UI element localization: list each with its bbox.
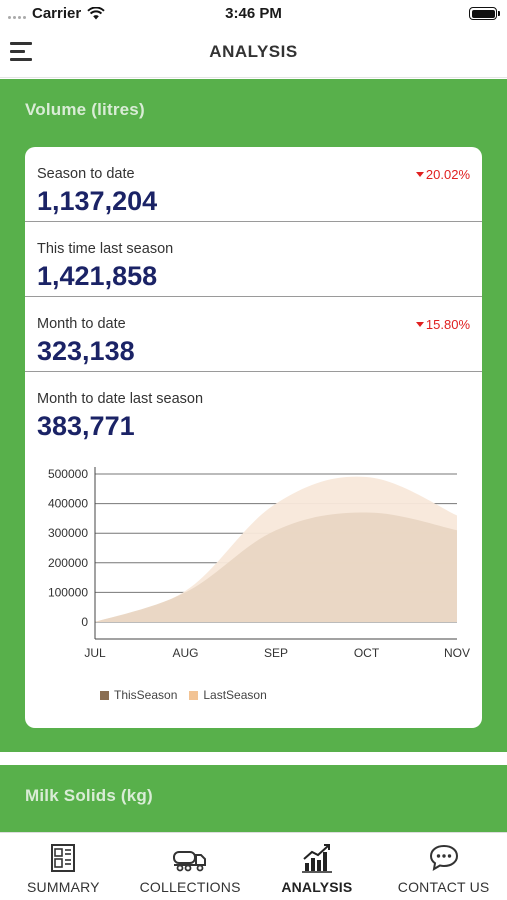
stat-change-value: 20.02% — [425, 167, 470, 182]
y-tick-label: 400000 — [48, 497, 88, 511]
stat-value: 323,138 — [37, 336, 135, 366]
x-tick-label: OCT — [354, 646, 380, 660]
volume-section: Volume (litres) Season to date 1,137,204… — [0, 79, 507, 752]
y-tick-label: 500000 — [48, 467, 88, 481]
chart-legend: ThisSeason LastSeason — [100, 688, 267, 702]
tab-contact-us[interactable]: CONTACT US — [380, 833, 507, 900]
stat-row-season-to-date: Season to date 1,137,204 20.02% — [25, 147, 482, 222]
x-tick-label: AUG — [172, 646, 198, 660]
legend-label: ThisSeason — [114, 688, 178, 702]
stat-label: Month to date — [37, 316, 126, 332]
volume-chart: 0 100000 200000 300000 400000 500000 JUL AUG SEP… — [25, 462, 482, 722]
bar-chart-icon — [301, 844, 332, 873]
legend-item-this-season: ThisSeason — [100, 688, 177, 702]
stat-row-this-time-last-season: This time last season 1,421,858 — [25, 222, 482, 297]
wifi-icon — [87, 7, 105, 20]
x-tick-label: SEP — [264, 646, 288, 660]
volume-section-title[interactable]: Volume (litres) — [25, 100, 145, 119]
tab-bar: SUMMARY COLLECTIONS ANALYSIS — [0, 832, 507, 900]
tab-label: SUMMARY — [27, 879, 100, 895]
stat-change-value: 15.80% — [425, 317, 470, 332]
battery-icon — [469, 7, 500, 20]
stat-change-badge: 20.02% — [415, 167, 470, 182]
carrier-name: Carrier — [32, 5, 82, 22]
stat-row-month-to-date: Month to date 323,138 15.80% — [25, 297, 482, 372]
stat-value: 1,421,858 — [37, 261, 158, 291]
page-title: ANALYSIS — [209, 42, 298, 61]
y-tick-label: 200000 — [48, 556, 88, 570]
status-bar: Carrier 3:46 PM — [0, 0, 507, 26]
x-tick-label: NOV — [444, 646, 470, 660]
down-arrow-icon — [415, 172, 424, 177]
volume-card: Season to date 1,137,204 20.02% This tim… — [25, 147, 482, 728]
legend-item-last-season: LastSeason — [189, 688, 267, 702]
milk-solids-section-title[interactable]: Milk Solids (kg) — [25, 786, 153, 805]
tab-label: CONTACT US — [397, 879, 490, 895]
summary-icon — [51, 844, 76, 872]
stat-row-month-to-date-last-season: Month to date last season 383,771 — [25, 372, 482, 447]
stat-change-badge: 15.80% — [415, 317, 470, 332]
stat-label: This time last season — [37, 241, 174, 257]
signal-icon — [8, 9, 26, 19]
down-arrow-icon — [415, 322, 424, 327]
tab-label: ANALYSIS — [281, 879, 353, 895]
milk-solids-section: Milk Solids (kg) — [0, 765, 507, 832]
legend-swatch-last-season — [189, 690, 199, 700]
status-left: Carrier — [8, 5, 105, 22]
tab-label: COLLECTIONS — [139, 879, 241, 895]
legend-label: LastSeason — [203, 688, 267, 702]
y-tick-label: 0 — [81, 615, 88, 629]
stat-label: Month to date last season — [37, 391, 204, 407]
app-header: ANALYSIS — [0, 26, 507, 78]
tab-analysis[interactable]: ANALYSIS — [254, 833, 381, 900]
menu-icon[interactable] — [10, 42, 32, 62]
series-area-thisseason — [95, 512, 457, 622]
tab-collections[interactable]: COLLECTIONS — [127, 833, 254, 900]
legend-swatch-this-season — [100, 690, 109, 700]
tab-summary[interactable]: SUMMARY — [0, 833, 127, 900]
stat-value: 1,137,204 — [37, 186, 158, 216]
volume-chart-svg: 0 100000 200000 300000 400000 500000 JUL AUG SEP… — [48, 467, 470, 660]
chat-bubble-icon — [429, 844, 458, 871]
x-tick-label: JUL — [84, 646, 106, 660]
stat-value: 383,771 — [37, 411, 135, 441]
status-time: 3:46 PM — [225, 5, 282, 22]
stat-label: Season to date — [37, 166, 135, 182]
tanker-truck-icon — [173, 851, 207, 872]
y-tick-label: 300000 — [48, 526, 88, 540]
y-tick-label: 100000 — [48, 585, 88, 599]
